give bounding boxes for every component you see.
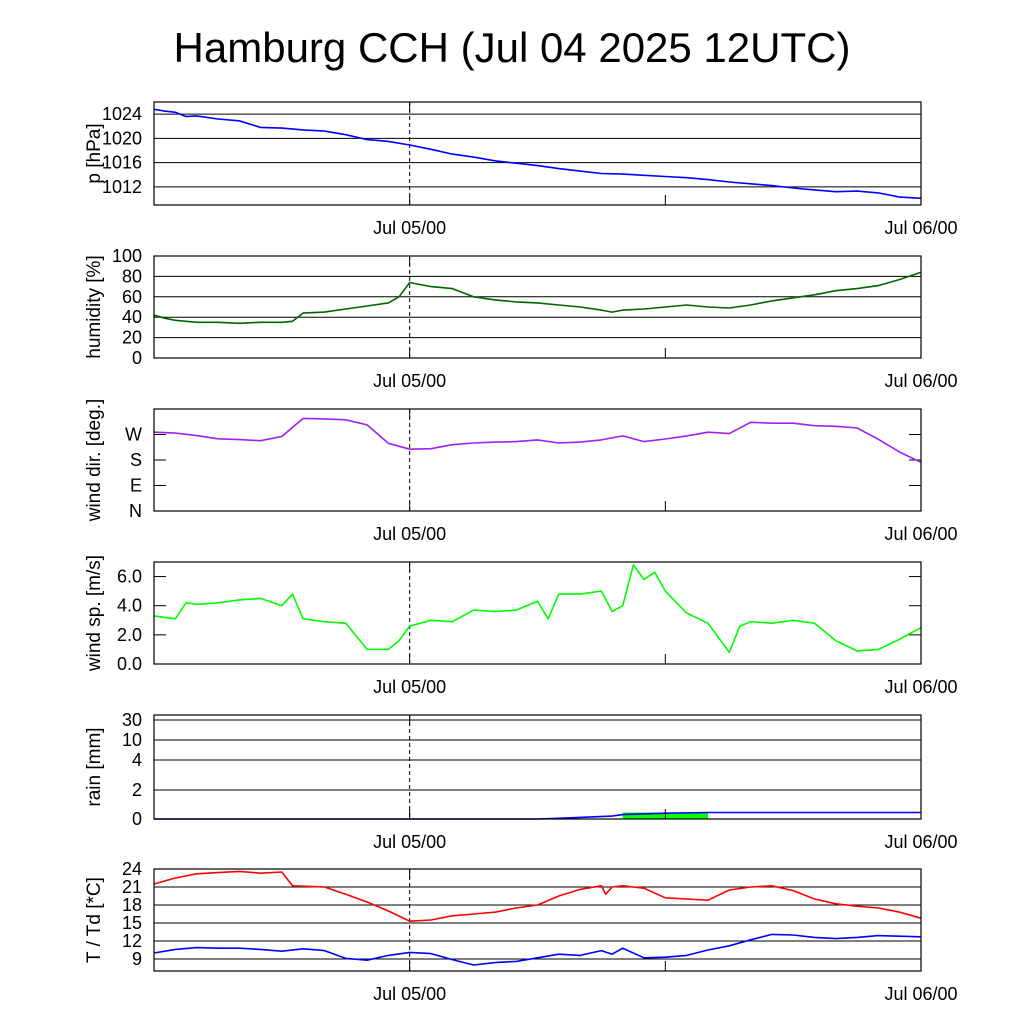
humidity-y-tick-label: 40: [122, 307, 142, 327]
pressure-x-tick-label: Jul 05/00: [373, 218, 446, 238]
humidity-y-tick-label: 100: [112, 246, 142, 266]
pressure-y-tick-label: 1024: [102, 104, 142, 124]
humidity-x-tick-label: Jul 05/00: [373, 371, 446, 391]
humidity-y-axis-label: humidity [%]: [84, 255, 105, 358]
pressure-pressure-line: [153, 108, 922, 200]
humidity-humidity-line: [153, 271, 922, 325]
temperature-x-tick-label: Jul 06/00: [884, 984, 957, 1004]
rain-y-tick-label: 4: [132, 750, 142, 770]
rain-x-tick-label: Jul 05/00: [373, 832, 446, 852]
wind_speed-x-tick-label: Jul 06/00: [884, 677, 957, 697]
humidity-y-tick-label: 60: [122, 287, 142, 307]
humidity-y-tick-label: 80: [122, 266, 142, 286]
temperature-y-tick-label: 18: [122, 895, 142, 915]
temperature-dewpoint-line: [153, 933, 922, 966]
temperature-x-tick-label: Jul 05/00: [373, 984, 446, 1004]
wind_direction-y-tick-label: E: [130, 476, 142, 496]
pressure-y-tick-label: 1016: [102, 153, 142, 173]
wind_direction-y-tick-label: N: [129, 501, 142, 521]
rain-y-tick-label: 10: [122, 730, 142, 750]
rain-x-tick-label: Jul 06/00: [884, 832, 957, 852]
rain-y-tick-label: 0: [132, 809, 142, 829]
pressure-y-tick-label: 1020: [102, 128, 142, 148]
temperature-temperature-line: [153, 870, 922, 922]
rain-y-tick-label: 30: [122, 710, 142, 730]
wind_speed-y-tick-label: 0.0: [117, 654, 142, 674]
wind_direction-y-axis-label: wind dir. [deg.]: [84, 399, 105, 523]
temperature-frame: [153, 868, 922, 972]
rain-y-tick-label: 2: [132, 780, 142, 800]
temperature-y-tick-label: 24: [122, 859, 142, 879]
wind_speed-frame: [153, 561, 922, 665]
temperature-y-tick-label: 9: [132, 949, 142, 969]
chart-title: Hamburg CCH (Jul 04 2025 12UTC): [173, 24, 851, 71]
temperature-y-tick-label: 21: [122, 877, 142, 897]
wind_speed-y-tick-label: 6.0: [117, 567, 142, 587]
rain-y-axis-label: rain [mm]: [84, 727, 105, 806]
pressure-y-tick-label: 1012: [102, 177, 142, 197]
temperature-y-tick-label: 15: [122, 913, 142, 933]
pressure-x-tick-label: Jul 06/00: [884, 218, 957, 238]
temperature-y-tick-label: 12: [122, 931, 142, 951]
humidity-x-tick-label: Jul 06/00: [884, 371, 957, 391]
pressure-y-axis-label: p [hPa]: [84, 123, 105, 183]
wind_speed-wind_speed-line: [153, 564, 922, 654]
wind_speed-y-tick-label: 4.0: [117, 596, 142, 616]
wind_direction-y-tick-label: W: [125, 425, 142, 445]
humidity-frame: [153, 255, 922, 359]
temperature-y-axis-label: T / Td [*C]: [84, 877, 105, 963]
wind_speed-y-axis-label: wind sp. [m/s]: [84, 555, 105, 672]
wind_speed-x-tick-label: Jul 05/00: [373, 677, 446, 697]
wind_speed-y-tick-label: 2.0: [117, 625, 142, 645]
rain-rain_line-line: [154, 811, 921, 820]
humidity-y-tick-label: 0: [132, 348, 142, 368]
humidity-y-tick-label: 20: [122, 328, 142, 348]
wind_direction-y-tick-label: S: [130, 450, 142, 470]
pressure-frame: [153, 101, 922, 206]
wind_direction-x-tick-label: Jul 06/00: [884, 524, 957, 544]
rain-frame: [153, 714, 922, 820]
wind_direction-wind_dir-line: [153, 417, 922, 464]
wind_direction-x-tick-label: Jul 05/00: [373, 524, 446, 544]
wind_direction-frame: [153, 408, 922, 512]
